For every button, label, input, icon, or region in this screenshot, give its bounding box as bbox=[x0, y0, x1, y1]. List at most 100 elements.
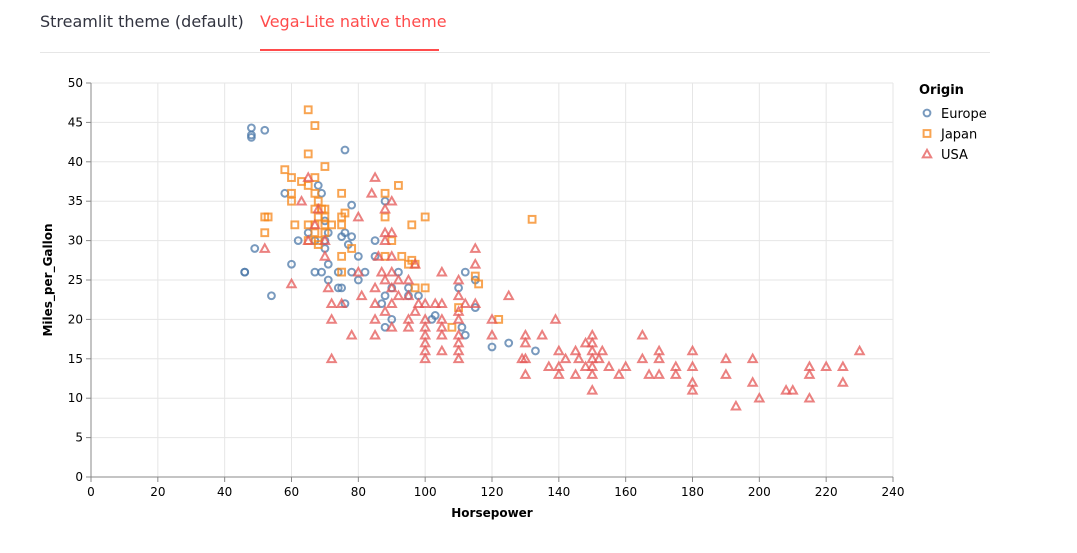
point-usa bbox=[402, 321, 415, 332]
point-usa bbox=[379, 202, 391, 214]
point-japan bbox=[380, 212, 390, 222]
point-japan bbox=[260, 228, 270, 238]
point-usa bbox=[619, 360, 632, 372]
point-usa bbox=[435, 328, 448, 340]
x-tick-label: 140 bbox=[547, 485, 570, 499]
point-europe bbox=[293, 236, 303, 246]
point-usa bbox=[352, 210, 365, 222]
point-usa bbox=[803, 391, 816, 403]
point-usa bbox=[572, 352, 585, 364]
point-usa bbox=[375, 265, 388, 277]
point-japan bbox=[263, 212, 273, 222]
point-europe bbox=[347, 232, 357, 242]
point-usa bbox=[435, 344, 448, 356]
tab-streamlit-theme[interactable]: Streamlit theme (default) bbox=[40, 12, 244, 31]
y-tick-label: 35 bbox=[68, 194, 83, 208]
point-usa bbox=[379, 305, 391, 316]
y-tick-label: 15 bbox=[68, 352, 83, 366]
legend-symbol-europe bbox=[922, 108, 932, 118]
point-usa bbox=[686, 344, 699, 356]
point-japan bbox=[527, 214, 537, 224]
point-usa bbox=[746, 352, 759, 364]
point-usa bbox=[579, 336, 592, 348]
point-usa bbox=[308, 218, 321, 230]
point-japan bbox=[320, 212, 330, 222]
point-europe bbox=[337, 283, 347, 293]
point-usa bbox=[549, 313, 562, 324]
legend-label-europe: Europe bbox=[941, 107, 987, 122]
point-usa bbox=[295, 194, 308, 206]
tab-bar: Streamlit theme (default) Vega-Lite nati… bbox=[40, 0, 990, 53]
x-tick-label: 160 bbox=[614, 485, 637, 499]
point-europe bbox=[267, 291, 276, 301]
point-usa bbox=[325, 297, 338, 308]
point-usa bbox=[379, 234, 391, 245]
point-usa bbox=[486, 328, 498, 340]
point-usa bbox=[392, 289, 405, 301]
point-usa bbox=[459, 297, 472, 308]
point-usa bbox=[552, 368, 565, 379]
point-usa bbox=[312, 202, 325, 214]
point-japan bbox=[347, 244, 357, 253]
point-usa bbox=[469, 257, 482, 269]
point-usa bbox=[412, 297, 425, 308]
point-usa bbox=[613, 368, 625, 379]
axes: 0 20 40 60 80 100 120 140 160 180 200 220 240 0 5 10 15 2… bbox=[68, 76, 905, 499]
point-japan bbox=[337, 251, 347, 261]
point-japan bbox=[337, 220, 347, 230]
point-usa bbox=[502, 289, 515, 301]
point-japan bbox=[303, 105, 313, 115]
point-europe bbox=[260, 125, 270, 135]
point-europe bbox=[340, 228, 350, 238]
x-tick-label: 120 bbox=[481, 485, 504, 499]
point-usa bbox=[345, 328, 358, 340]
point-usa bbox=[803, 368, 816, 379]
point-japan bbox=[407, 220, 417, 230]
point-usa bbox=[435, 297, 448, 308]
point-usa bbox=[452, 273, 465, 285]
point-usa bbox=[569, 344, 582, 356]
point-usa bbox=[369, 171, 381, 182]
point-europe bbox=[313, 181, 323, 190]
point-europe bbox=[250, 244, 260, 253]
point-usa bbox=[319, 250, 331, 261]
point-usa bbox=[469, 242, 482, 253]
point-japan bbox=[303, 181, 313, 190]
x-tick-label: 240 bbox=[882, 485, 905, 499]
x-axis-title: Horsepower bbox=[451, 506, 533, 520]
point-usa bbox=[603, 360, 615, 372]
y-tick-label: 10 bbox=[68, 391, 83, 405]
point-japan bbox=[380, 188, 390, 198]
point-japan bbox=[287, 173, 296, 182]
point-europe bbox=[380, 291, 390, 301]
y-axis-title: Miles_per_Gallon bbox=[41, 223, 56, 336]
point-usa bbox=[369, 297, 381, 308]
point-usa bbox=[419, 352, 432, 364]
point-usa bbox=[746, 376, 759, 387]
point-usa bbox=[636, 352, 649, 364]
y-tick-label: 20 bbox=[68, 312, 83, 326]
point-usa bbox=[669, 368, 682, 379]
point-japan bbox=[310, 188, 320, 198]
point-usa bbox=[542, 360, 555, 372]
point-europe bbox=[460, 267, 470, 277]
point-usa bbox=[552, 344, 565, 356]
point-europe bbox=[531, 346, 540, 356]
point-usa bbox=[385, 265, 398, 277]
point-japan bbox=[410, 283, 420, 293]
point-japan bbox=[303, 149, 313, 159]
grid bbox=[90, 82, 894, 478]
point-europe bbox=[457, 322, 467, 332]
y-tick-label: 5 bbox=[75, 431, 83, 445]
point-japan bbox=[280, 165, 290, 175]
point-usa bbox=[653, 368, 665, 379]
legend-symbol-usa bbox=[921, 147, 933, 159]
point-japan bbox=[470, 271, 480, 281]
tab-vega-lite-theme[interactable]: Vega-Lite native theme bbox=[260, 12, 447, 31]
point-europe bbox=[317, 267, 326, 277]
point-usa bbox=[853, 344, 866, 356]
point-usa bbox=[636, 328, 649, 340]
point-usa bbox=[302, 234, 315, 245]
point-europe bbox=[287, 259, 296, 269]
point-usa bbox=[536, 328, 549, 340]
